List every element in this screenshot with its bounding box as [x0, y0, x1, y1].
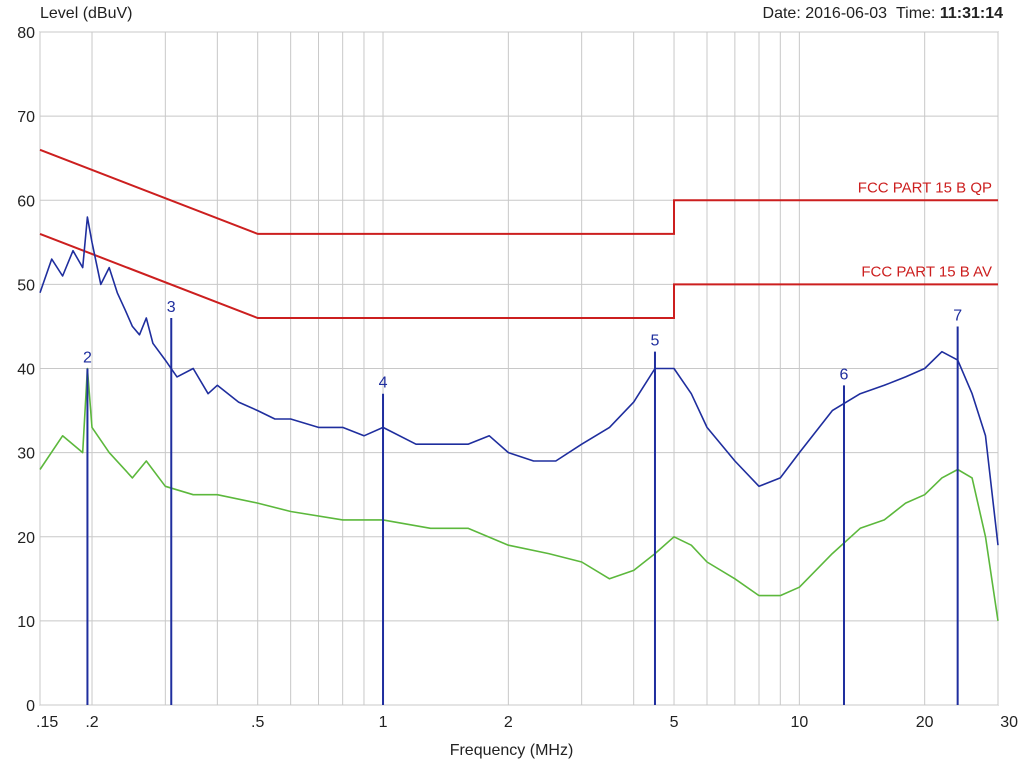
x-tick-label: 20 — [916, 714, 934, 731]
limit-line — [39, 232, 998, 319]
x-tick-label: 1 — [379, 714, 388, 731]
grid-lines — [39, 31, 999, 706]
marker-label: 3 — [167, 299, 176, 316]
marker-label: 2 — [83, 350, 92, 367]
marker-label: 7 — [953, 307, 962, 324]
time-value: 11:31:14 — [939, 5, 1003, 22]
marker-label: 5 — [651, 333, 660, 350]
time-label: Time: — [895, 5, 936, 22]
y-tick-label: 20 — [17, 530, 35, 547]
limit-label: FCC PART 15 B QP — [858, 179, 992, 196]
y-tick-label: 80 — [17, 25, 35, 42]
y-tick-label: 10 — [17, 614, 35, 631]
marker-lines: 2 3 4 5 6 7 — [83, 299, 962, 705]
x-tick-labels: .15 .2 .5 1 2 5 10 20 30 — [36, 714, 1018, 731]
y-tick-label: 30 — [17, 446, 35, 463]
x-tick-label: 30 — [1000, 714, 1018, 731]
y-tick-label: 70 — [17, 109, 35, 126]
marker-label: 4 — [379, 375, 388, 392]
x-tick-label: 5 — [670, 714, 679, 731]
limit-lines: FCC PART 15 B QP FCC PART 15 B AV — [39, 148, 998, 319]
date-time-block: Date: 2016-06-03 Time: 11:31:14 — [763, 5, 1003, 23]
y-tick-label: 50 — [17, 277, 35, 294]
y-tick-label: 40 — [17, 362, 35, 379]
x-tick-label: 2 — [504, 714, 513, 731]
x-tick-label: 10 — [790, 714, 808, 731]
date-label: Date: — [762, 5, 801, 22]
x-tick-label: .2 — [85, 714, 98, 731]
series-traces — [39, 216, 999, 622]
date-value: 2016-06-03 — [805, 5, 888, 22]
average-trace — [39, 367, 999, 622]
marker-label: 6 — [840, 366, 849, 383]
x-tick-label: .15 — [36, 714, 58, 731]
x-axis-label: Frequency (MHz) — [449, 742, 574, 759]
x-tick-label: .5 — [251, 714, 264, 731]
limit-label: FCC PART 15 B AV — [861, 263, 992, 280]
y-tick-label: 60 — [17, 193, 35, 210]
y-tick-labels: 0 10 20 30 40 50 60 70 80 — [17, 25, 35, 715]
y-axis-label: Level (dBuV) — [40, 5, 133, 22]
limit-line — [39, 148, 998, 235]
peak-trace — [39, 216, 999, 546]
y-tick-label: 0 — [26, 698, 35, 715]
